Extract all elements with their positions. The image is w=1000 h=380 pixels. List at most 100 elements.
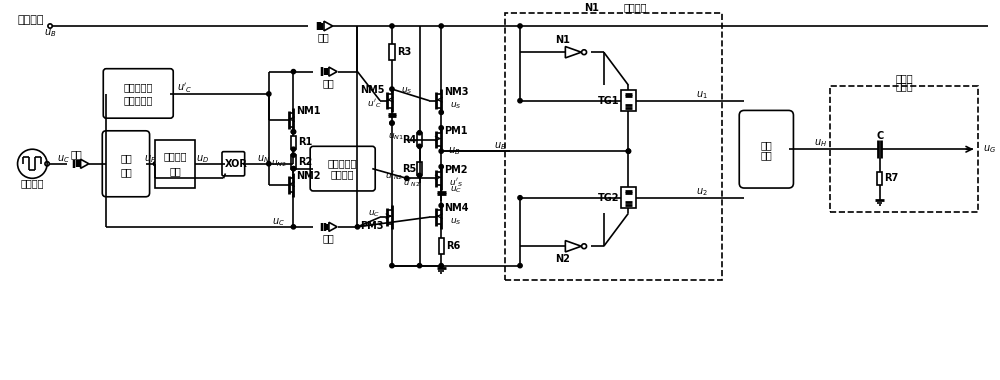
Text: 同步单元: 同步单元 [624, 3, 647, 13]
Text: $u_S$: $u_S$ [450, 217, 462, 227]
Text: NM2: NM2 [296, 171, 320, 181]
Bar [505, 13, 722, 280]
Circle shape [439, 24, 443, 28]
Text: $u_C$: $u_C$ [368, 208, 380, 218]
Text: R4: R4 [403, 135, 417, 144]
FancyBboxPatch shape [310, 146, 375, 191]
Text: 电路: 电路 [120, 168, 132, 177]
Text: $u'_C$: $u'_C$ [177, 81, 193, 95]
Polygon shape [565, 46, 581, 58]
Circle shape [626, 149, 631, 153]
Bar [830, 86, 978, 212]
Bar [291, 136, 296, 149]
Text: NM5: NM5 [360, 85, 384, 95]
Text: 合成: 合成 [760, 140, 772, 150]
Circle shape [626, 149, 631, 153]
Bar [389, 44, 395, 60]
Text: 缓冲: 缓冲 [322, 78, 334, 88]
Bar [621, 90, 636, 111]
Text: $u_H$: $u_H$ [814, 138, 827, 149]
Text: $u_C$: $u_C$ [450, 185, 462, 195]
Text: $u_{N1}$: $u_{N1}$ [388, 131, 404, 142]
Text: PM2: PM2 [444, 165, 468, 174]
Circle shape [582, 244, 587, 249]
Text: 时钟信号: 时钟信号 [21, 178, 44, 188]
Bar [439, 239, 444, 254]
Circle shape [439, 110, 443, 114]
Text: $u'_{N2}$: $u'_{N2}$ [385, 169, 404, 182]
Circle shape [417, 173, 422, 177]
Text: 性翻转单元: 性翻转单元 [124, 95, 153, 105]
Circle shape [518, 24, 522, 28]
Circle shape [417, 144, 422, 149]
Polygon shape [324, 21, 333, 31]
Circle shape [291, 70, 296, 74]
Text: R5: R5 [403, 164, 417, 174]
Bar [417, 162, 422, 176]
Polygon shape [329, 222, 337, 231]
Text: PM3: PM3 [360, 221, 384, 231]
Circle shape [267, 162, 271, 166]
Text: 缓冲: 缓冲 [322, 233, 334, 244]
Circle shape [291, 130, 296, 134]
Text: NM1: NM1 [296, 106, 320, 116]
Circle shape [291, 147, 296, 151]
Circle shape [518, 263, 522, 268]
Polygon shape [81, 159, 89, 168]
Circle shape [291, 166, 296, 171]
Text: $u_D$: $u_D$ [196, 153, 209, 165]
Text: $u_B$: $u_B$ [448, 145, 460, 157]
Text: N1: N1 [585, 3, 599, 13]
Circle shape [390, 263, 394, 268]
Text: $u_G$: $u_G$ [983, 143, 996, 155]
Circle shape [518, 98, 522, 103]
Text: $u'_S$: $u'_S$ [449, 177, 463, 190]
Circle shape [390, 121, 394, 125]
Text: 翻转电路: 翻转电路 [331, 169, 354, 179]
Circle shape [291, 166, 296, 171]
Circle shape [104, 162, 108, 166]
Circle shape [518, 196, 522, 200]
Circle shape [291, 130, 296, 134]
Text: NM4: NM4 [444, 203, 468, 214]
Circle shape [417, 263, 422, 268]
Text: NM3: NM3 [444, 87, 468, 97]
Polygon shape [565, 241, 581, 252]
Text: 分频: 分频 [120, 153, 132, 163]
Circle shape [439, 149, 443, 153]
Text: $u'_C$: $u'_C$ [367, 97, 382, 110]
Text: $u_C$: $u_C$ [57, 153, 70, 165]
Bar [417, 133, 422, 146]
Circle shape [355, 225, 360, 229]
Text: N2: N2 [555, 254, 570, 264]
Text: 窄脉冲极性: 窄脉冲极性 [328, 158, 357, 168]
Circle shape [439, 263, 443, 268]
Text: $u_2$: $u_2$ [696, 186, 708, 198]
Text: 电路: 电路 [169, 166, 181, 176]
Text: R7: R7 [884, 173, 899, 183]
FancyBboxPatch shape [739, 111, 793, 188]
Text: $u_S$: $u_S$ [401, 86, 413, 96]
Bar [291, 155, 296, 169]
Text: $u_1$: $u_1$ [696, 89, 708, 101]
Circle shape [291, 153, 296, 157]
Circle shape [405, 176, 409, 180]
Circle shape [291, 225, 296, 229]
Text: $u_B$: $u_B$ [44, 27, 56, 39]
Text: TG2: TG2 [598, 193, 619, 203]
Text: C: C [876, 131, 883, 141]
Circle shape [439, 203, 443, 207]
Text: $u_S$: $u_S$ [450, 100, 462, 111]
Text: 缓冲: 缓冲 [71, 149, 83, 159]
Text: $u'_{N2}$: $u'_{N2}$ [403, 177, 420, 190]
Text: $u_B$: $u_B$ [494, 141, 507, 152]
Text: 滤波整: 滤波整 [895, 73, 913, 83]
Text: $u_N$: $u_N$ [257, 153, 270, 165]
Circle shape [582, 50, 587, 55]
Text: 时钟信号极: 时钟信号极 [124, 82, 153, 92]
Circle shape [267, 92, 271, 96]
Circle shape [439, 165, 443, 169]
Text: XOR: XOR [225, 159, 248, 169]
Text: R3: R3 [397, 47, 411, 57]
Circle shape [439, 126, 443, 130]
